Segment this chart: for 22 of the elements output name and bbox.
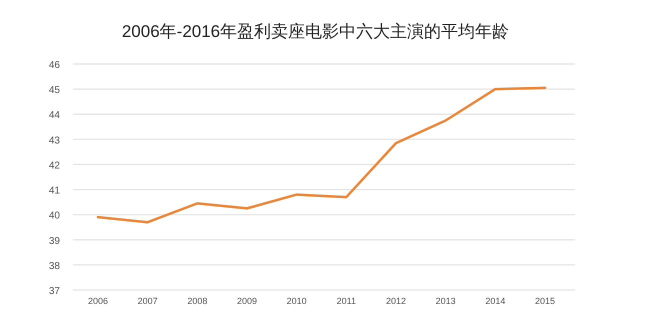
y-tick-label: 41 [48, 186, 60, 197]
y-tick-label: 40 [48, 210, 60, 222]
y-tick-label: 42 [48, 160, 60, 172]
x-tick-label: 2015 [534, 296, 556, 306]
x-tick-label: 2008 [187, 296, 208, 306]
line-series [96, 86, 546, 224]
y-tick-label: 39 [48, 236, 60, 247]
y-tick-label: 44 [48, 110, 60, 122]
x-tick-label: 2009 [236, 296, 258, 306]
x-tick-label: 2010 [286, 296, 307, 306]
y-tick-label: 46 [48, 60, 60, 71]
x-tick-label: 2014 [485, 296, 506, 306]
chart-title: 2006年-2016年盈利卖座电影中六大主演的平均年龄 [122, 22, 510, 41]
y-tick-label: 38 [48, 260, 60, 272]
x-tick-label: 2012 [386, 296, 406, 306]
y-tick-label: 43 [48, 135, 60, 146]
x-tick-label: 2006 [88, 296, 108, 306]
x-tick-label: 2013 [436, 296, 456, 306]
x-tick-label: 2011 [336, 296, 356, 306]
x-tick-label: 2007 [138, 296, 158, 306]
y-tick-label: 45 [48, 85, 60, 96]
y-tick-label: 37 [48, 286, 60, 297]
